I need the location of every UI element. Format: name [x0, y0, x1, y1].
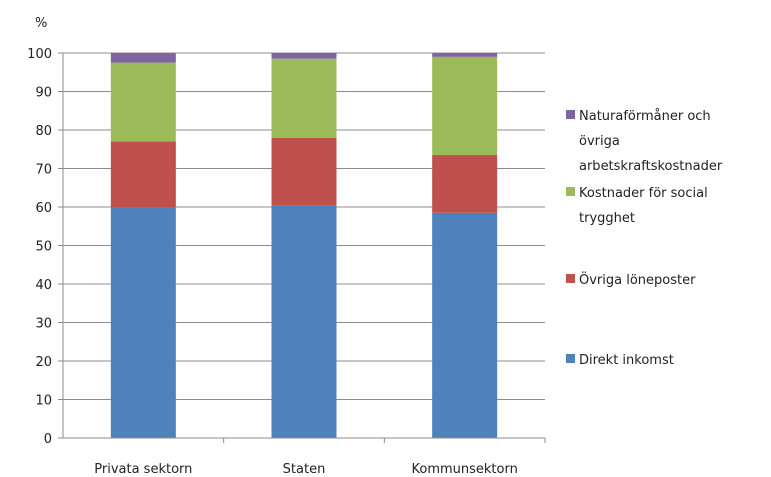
- legend-label: Direkt inkomst: [579, 353, 674, 368]
- y-tick-label: 10: [35, 394, 52, 409]
- bar-segment: [271, 137, 337, 206]
- bar-segment: [432, 212, 498, 438]
- x-tick-label: Staten: [283, 462, 326, 477]
- legend-swatch: [566, 110, 575, 119]
- bar-segment: [271, 53, 337, 59]
- bar-segment: [110, 62, 176, 142]
- axes: [62, 53, 546, 443]
- legend-label: Övriga löneposter: [579, 271, 696, 288]
- y-axis-unit-label: %: [35, 16, 47, 31]
- bar-segment: [432, 155, 498, 213]
- legend-label: Naturaförmåner och: [579, 109, 711, 124]
- bar-segment: [110, 141, 176, 207]
- y-tick-label: 70: [35, 163, 52, 178]
- x-tick-label: Privata sektorn: [94, 462, 192, 477]
- y-tick-label: 40: [35, 278, 52, 293]
- bar-segment: [110, 53, 176, 63]
- legend: Naturaförmåner och övriga arbetskraftskost…: [566, 109, 723, 368]
- y-tick-label: 90: [35, 86, 52, 101]
- bar-segment: [432, 53, 498, 57]
- legend-label: trygghet: [579, 211, 635, 226]
- y-tick-label: 100: [27, 47, 52, 62]
- y-tick-label: 0: [44, 432, 52, 447]
- legend-swatch: [566, 187, 575, 196]
- x-tick-labels: Privata sektorn Staten Kommunsektorn: [94, 462, 518, 477]
- bars-group: [110, 53, 498, 438]
- y-tick-label: 20: [35, 355, 52, 370]
- y-tick-labels: 0 10 20 30 40 50 60 70 80 90 100: [27, 47, 52, 447]
- y-tick-label: 60: [35, 201, 52, 216]
- legend-swatch: [566, 354, 575, 363]
- bar-segment: [271, 58, 337, 138]
- bar-segment: [271, 205, 337, 438]
- y-tick-label: 50: [35, 240, 52, 255]
- y-tick-label: 30: [35, 317, 52, 332]
- legend-label: arbetskraftskostnader: [579, 159, 723, 174]
- bar-segment: [110, 207, 176, 438]
- bar-segment: [432, 56, 498, 156]
- legend-label: övriga: [579, 134, 620, 149]
- legend-label: Kostnader för social: [579, 186, 708, 201]
- y-tick-label: 80: [35, 124, 52, 139]
- x-tick-label: Kommunsektorn: [411, 462, 517, 477]
- legend-swatch: [566, 274, 575, 283]
